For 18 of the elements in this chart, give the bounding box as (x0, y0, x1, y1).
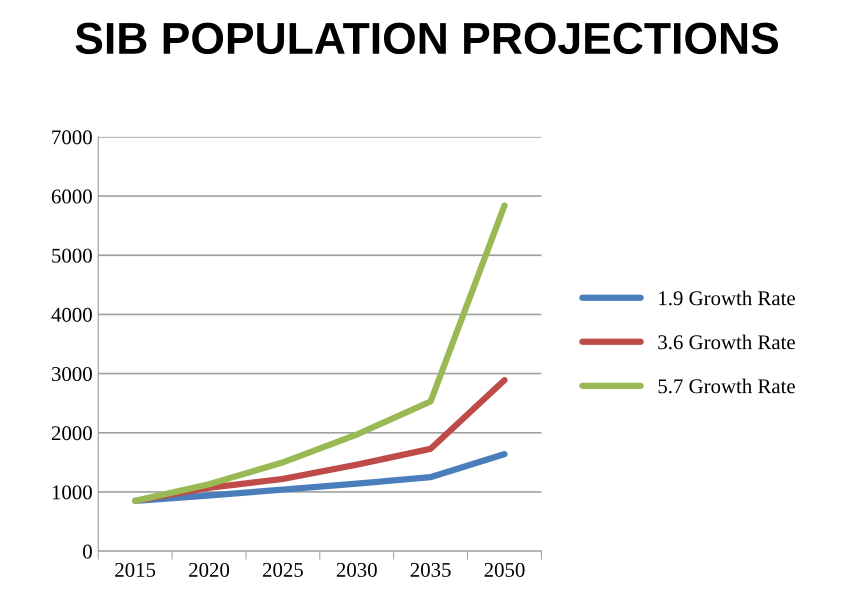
x-tick-label: 2020 (189, 562, 230, 577)
x-tick-label: 2035 (410, 562, 451, 577)
legend-label: 5.7 Growth Rate (658, 378, 795, 394)
y-tick-label: 4000 (51, 308, 92, 322)
y-tick-label: 3000 (52, 366, 92, 382)
chart-title: SIB POPULATION PROJECTIONS (76, 22, 778, 54)
legend-label: 1.9 Growth Rate (659, 290, 795, 306)
x-tick-label: 2025 (262, 562, 303, 577)
y-tick-label: 1000 (52, 485, 92, 500)
x-tick-label: 2015 (115, 562, 156, 577)
x-tick-label: 2030 (336, 562, 377, 577)
x-tick-label: 2050 (484, 562, 525, 577)
y-tick-label: 6000 (52, 189, 92, 204)
y-tick-label: 2000 (52, 426, 92, 440)
y-tick-label: 5000 (52, 248, 92, 263)
y-tick-label: 0 (83, 544, 92, 559)
y-tick-label: 7000 (52, 130, 92, 144)
legend-label: 3.6 Growth Rate (658, 334, 795, 350)
